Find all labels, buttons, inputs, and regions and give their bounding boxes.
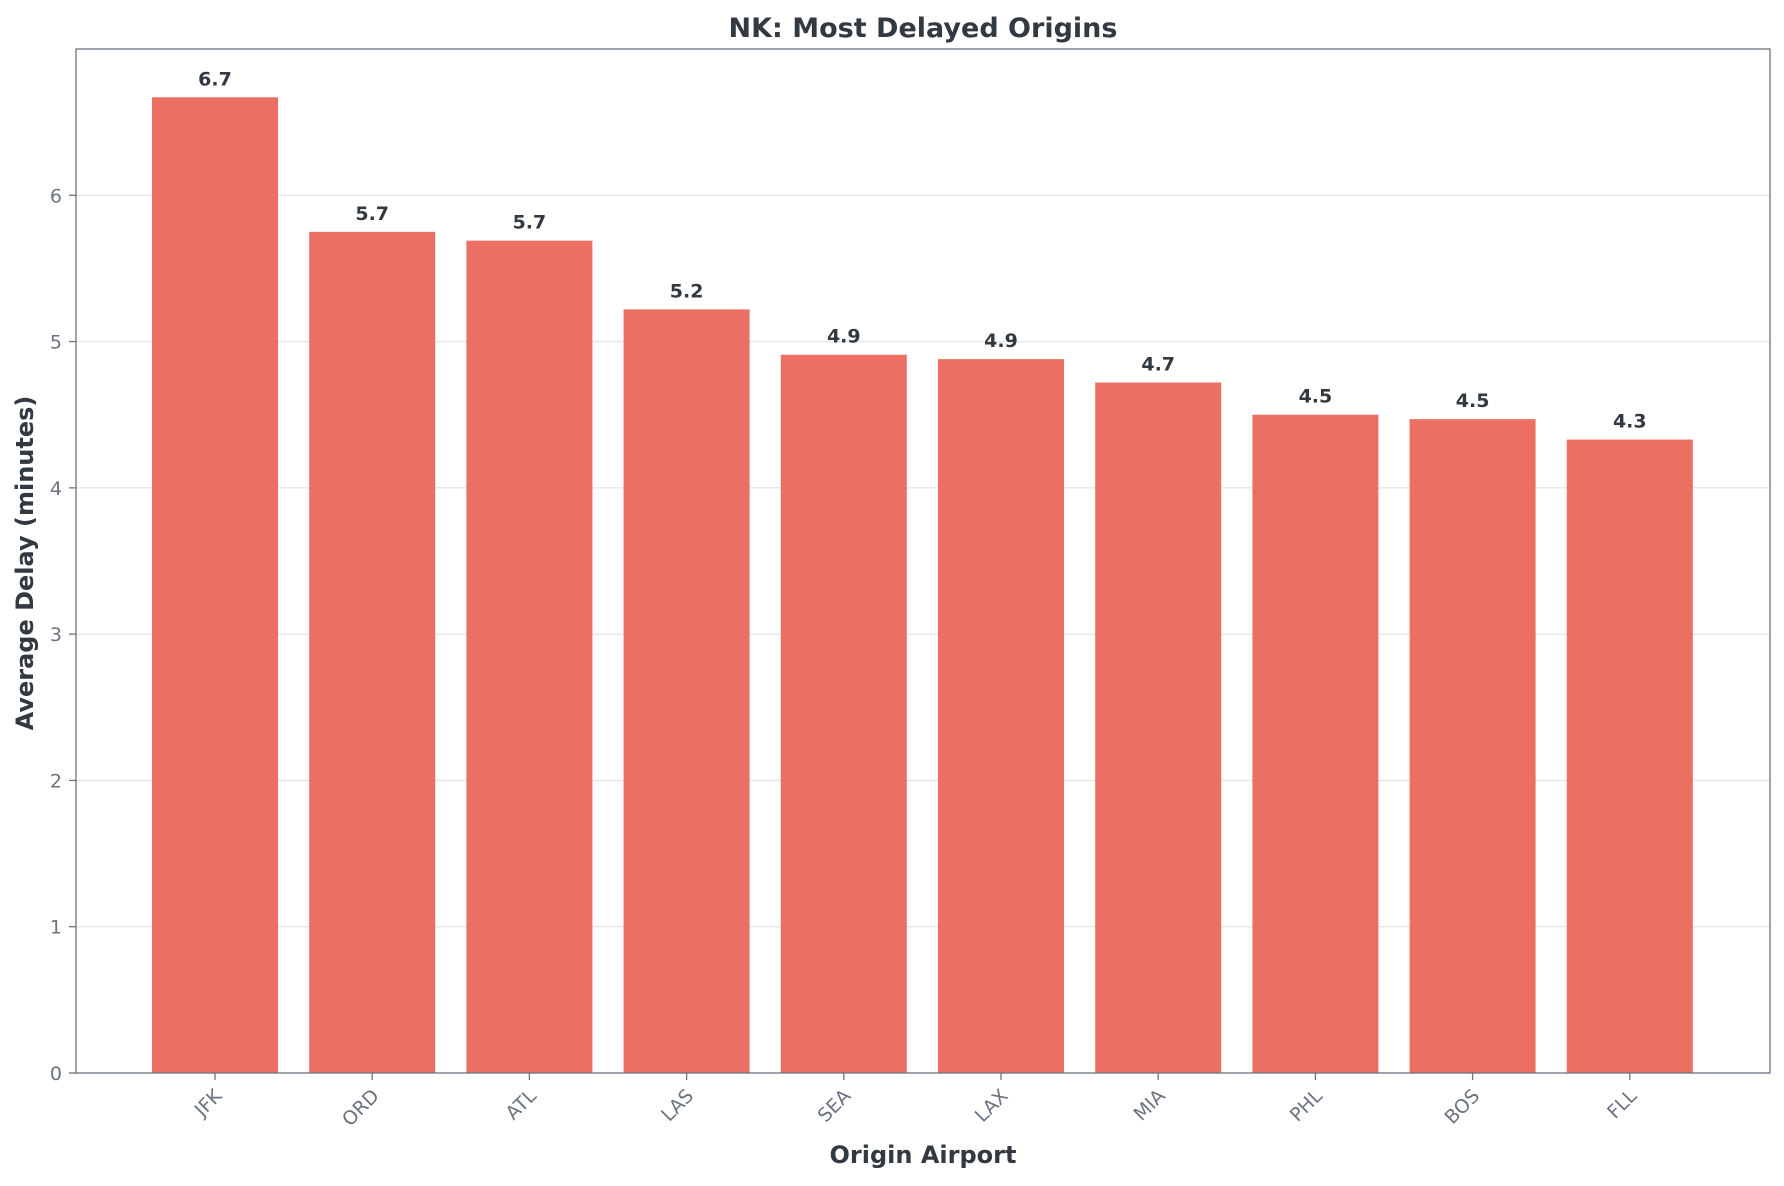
y-axis-ticks: 0 1 2 3 4 5 6 [50,185,76,1085]
bar-las [623,309,750,1074]
y-tick-label: 6 [50,185,62,207]
data-label-ord: 5.7 [355,203,389,225]
plot-frame [75,48,1771,1074]
bar-sea [780,354,907,1073]
data-label-phl: 4.5 [1299,386,1333,408]
y-tick-label: 2 [50,770,62,792]
bar-lax [938,359,1064,1073]
data-label-bos: 4.5 [1456,390,1490,412]
bar-fll [1566,439,1693,1073]
y-tick-label: 4 [50,478,62,500]
data-label-atl: 5.7 [513,212,547,234]
y-axis-label: Average Delay (minutes) [11,396,39,731]
bar-jfk [152,97,278,1073]
bars [152,97,1693,1074]
data-label-sea: 4.9 [827,326,861,348]
bar-phl [1252,414,1379,1073]
bar-atl [466,240,593,1074]
data-labels: 6.7 5.7 5.7 5.2 4.9 4.9 4.7 4.5 4.5 4.3 [198,68,1646,432]
bar-bos [1409,419,1536,1073]
y-tick-label: 5 [50,332,62,354]
bar-ord [309,231,436,1073]
data-label-las: 5.2 [670,280,704,302]
data-label-fll: 4.3 [1613,411,1647,433]
data-label-lax: 4.9 [984,330,1018,352]
data-label-jfk: 6.7 [198,68,232,90]
chart-title: NK: Most Delayed Origins [729,13,1118,44]
bar-mia [1095,382,1222,1073]
y-tick-label: 3 [50,624,62,646]
y-tick-label: 1 [50,917,62,939]
x-axis-label: Origin Airport [830,1141,1017,1169]
data-label-mia: 4.7 [1141,354,1175,376]
y-tick-label: 0 [50,1063,62,1085]
